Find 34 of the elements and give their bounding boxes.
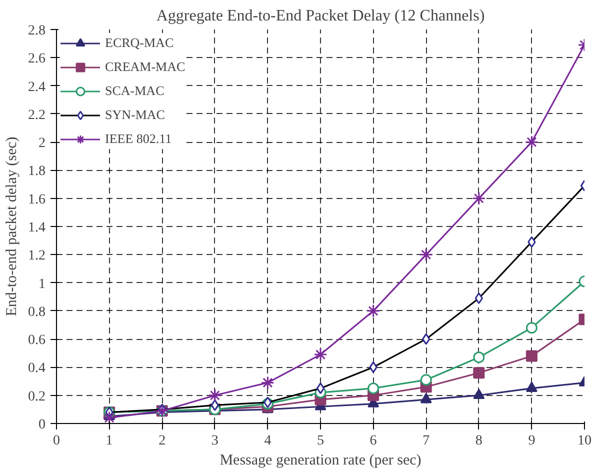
legend-label: SYN-MAC [105,107,165,123]
x-tick-label: 3 [211,434,218,448]
x-tick-label: 6 [370,434,377,448]
y-tick-label: 0 [38,418,46,432]
legend-label: SCA-MAC [105,83,164,99]
x-tick-label: 0 [53,434,60,448]
x-tick-label: 7 [422,434,430,448]
x-tick-label: 1 [106,434,113,448]
x-tick-label: 8 [475,434,482,448]
y-tick-label: 2.6 [28,52,46,67]
y-tick-label: 1.2 [28,248,46,264]
x-tick-label: 10 [578,434,592,448]
y-tick-label: 2.2 [28,108,46,123]
x-tick-label: 4 [264,434,272,448]
x-tick-label: 9 [528,434,536,448]
legend-label: IEEE 802.11 [105,131,172,147]
y-tick-label: 2 [38,136,46,152]
x-tick-label: 2 [158,434,166,448]
y-tick-label: 1.6 [28,192,46,208]
y-tick-label: 0.2 [28,389,46,404]
x-tick-label: 5 [317,434,324,448]
y-tick-label: 0.8 [28,304,46,320]
y-tick-label: 1.8 [28,164,46,180]
y-axis-title: End-to-end packet delay (sec) [4,136,20,316]
y-tick-label: 1.4 [28,220,46,236]
x-axis-title: Message generation rate (per sec) [220,452,422,468]
legend-label: CREAM-MAC [105,59,186,75]
y-tick-label: 2.8 [28,24,46,38]
y-tick-label: 2.4 [28,80,46,95]
y-tick-label: 0.4 [28,361,46,376]
y-tick-label: 0.6 [28,333,46,348]
y-tick-label: 1 [38,276,46,292]
legend-label: ECRQ-MAC [105,35,174,51]
chart-title: Aggregate End-to-End Packet Delay (12 Channels) [156,8,485,24]
